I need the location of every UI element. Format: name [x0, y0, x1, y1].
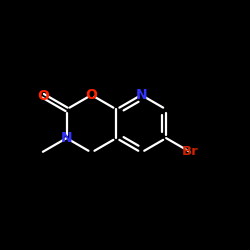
Text: N: N	[136, 88, 147, 102]
Text: N: N	[61, 131, 72, 145]
Text: Br: Br	[182, 145, 198, 158]
Text: O: O	[37, 89, 49, 103]
Text: O: O	[86, 88, 98, 102]
